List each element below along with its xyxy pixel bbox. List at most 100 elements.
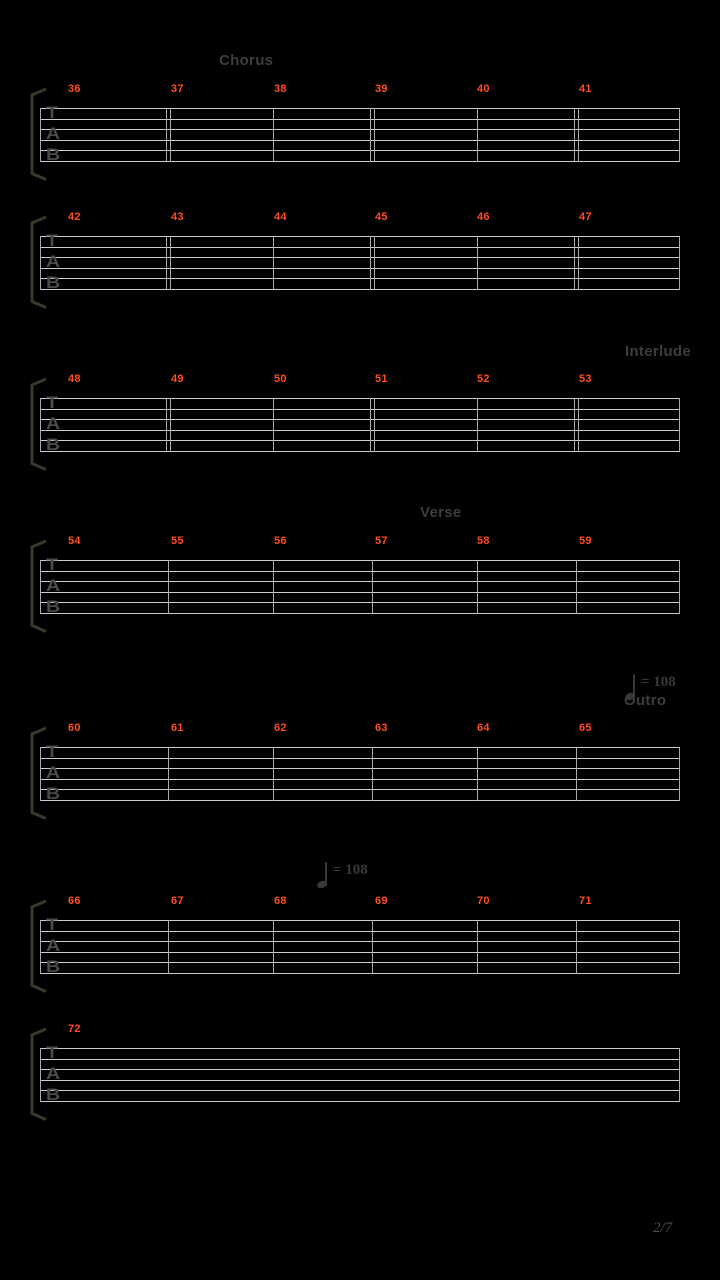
quarter-note-icon [633, 674, 635, 698]
staff-line [40, 1090, 679, 1091]
measure-number: 54 [68, 535, 81, 547]
barline [168, 560, 170, 614]
staff-line [40, 612, 679, 614]
measure-number: 60 [68, 722, 81, 734]
barline [168, 747, 170, 801]
staff-line [40, 108, 679, 109]
measure-number: 57 [375, 535, 388, 547]
measure-number: 58 [477, 535, 490, 547]
barline [273, 236, 275, 290]
staff-line [40, 429, 679, 431]
barline [369, 108, 371, 162]
staff-line [40, 1058, 679, 1060]
measure-number: 62 [274, 722, 287, 734]
measure-number: 39 [375, 83, 388, 95]
staff-line [40, 267, 679, 269]
measure-number: 71 [579, 895, 592, 907]
barline [273, 560, 275, 614]
staff-line [40, 398, 679, 399]
measure-number: 49 [171, 373, 184, 385]
tab-clef: A [46, 124, 61, 143]
tab-clef: T [46, 231, 58, 250]
system-bracket-icon [30, 87, 47, 181]
tab-clef: B [46, 435, 61, 454]
section-label-interlude: Interlude [625, 343, 692, 360]
system-bracket-icon [30, 539, 47, 633]
barline [165, 108, 167, 162]
barline [165, 236, 167, 290]
staff-line [40, 278, 679, 279]
measure-number: 63 [375, 722, 388, 734]
barline [477, 920, 479, 974]
barline [372, 560, 374, 614]
system-bracket-icon [30, 215, 47, 309]
staff-line [40, 1079, 679, 1081]
staff-line [40, 150, 679, 151]
barline [273, 747, 275, 801]
measure-number: 48 [68, 373, 81, 385]
measure-number: 65 [579, 722, 592, 734]
section-label-chorus: Chorus [219, 52, 274, 69]
tempo-marking: = 108 [312, 860, 392, 890]
measure-number: 53 [579, 373, 592, 385]
tab-clef: A [46, 936, 61, 955]
barline [679, 747, 681, 801]
measure-number: 70 [477, 895, 490, 907]
tab-clef: T [46, 1043, 58, 1062]
staff-line [40, 1100, 679, 1102]
tab-clef: T [46, 393, 58, 412]
staff-line [40, 1048, 679, 1049]
staff-line [40, 408, 679, 410]
staff-line [40, 570, 679, 572]
barline [477, 236, 479, 290]
measure-number: 72 [68, 1023, 81, 1035]
barline [273, 398, 275, 452]
barline [477, 747, 479, 801]
barline [679, 108, 681, 162]
measure-number: 69 [375, 895, 388, 907]
barline [273, 920, 275, 974]
barline [170, 236, 172, 290]
measure-number: 66 [68, 895, 81, 907]
staff-line [40, 951, 679, 953]
barline [576, 747, 578, 801]
page-indicator: 2/7 [653, 1220, 673, 1236]
barline [578, 236, 580, 290]
measure-number: 44 [274, 211, 287, 223]
staff-line [40, 139, 679, 141]
tab-clef: B [46, 957, 61, 976]
measure-number: 36 [68, 83, 81, 95]
barline [40, 747, 42, 801]
staff-line [40, 757, 679, 759]
measure-number: 47 [579, 211, 592, 223]
barline [273, 108, 275, 162]
barline [679, 920, 681, 974]
staff-line [40, 962, 679, 963]
tab-clef: B [46, 1085, 61, 1104]
staff-line [40, 799, 679, 801]
barline [679, 398, 681, 452]
staff-line [40, 440, 679, 441]
measure-number: 50 [274, 373, 287, 385]
barline [40, 108, 42, 162]
staff-line [40, 930, 679, 932]
tab-clef: T [46, 742, 58, 761]
tab-clef: B [46, 145, 61, 164]
barline [576, 920, 578, 974]
staff-line [40, 450, 679, 452]
measure-number: 46 [477, 211, 490, 223]
barline [40, 236, 42, 290]
measure-number: 68 [274, 895, 287, 907]
section-label-verse: Verse [420, 504, 462, 521]
barline [374, 108, 376, 162]
staff-line [40, 920, 679, 921]
tab-clef: B [46, 597, 61, 616]
staff-line [40, 789, 679, 790]
barline [369, 236, 371, 290]
barline [679, 1048, 681, 1102]
quarter-note-icon [325, 862, 327, 886]
measure-number: 51 [375, 373, 388, 385]
staff-line [40, 1069, 679, 1070]
barline [40, 920, 42, 974]
system-bracket-icon [30, 726, 47, 820]
